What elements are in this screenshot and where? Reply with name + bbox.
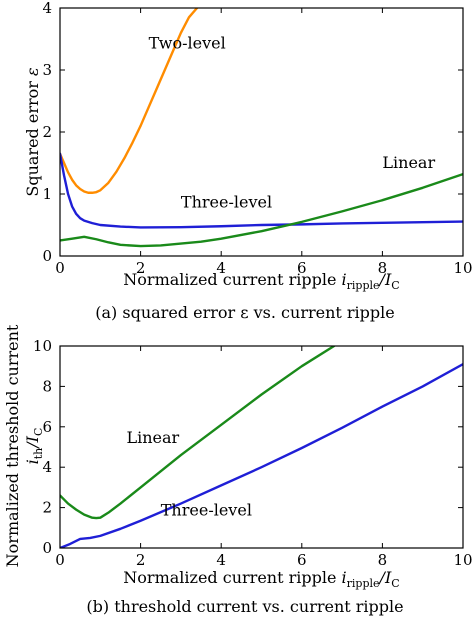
panel-b-series-three-level-line [60, 362, 463, 548]
panel-b-ylabel-line1: Normalized threshold current [3, 324, 22, 567]
panel-a-annotation-two-level: Two-level [149, 33, 226, 52]
panel-a-ytick-label: 1 [42, 185, 52, 203]
panel-b-ytick-label: 4 [42, 458, 52, 476]
panel-b-annotation-linear: Linear [126, 428, 179, 447]
panel-a-ytick-label: 2 [42, 123, 52, 141]
panel-b-marks [60, 346, 463, 548]
panel-a-xtick-label: 4 [216, 259, 226, 277]
panel-b-ytick-label: 8 [42, 377, 52, 395]
panel-a-frame [59, 7, 464, 257]
panel-a-series-three-level-line [60, 152, 463, 229]
panel-b-xtick-label: 4 [216, 551, 226, 569]
panel-b-annotations: Linear Three-level [126, 428, 251, 520]
panel-a-caption: (a) squared error ε vs. current ripple [95, 303, 394, 322]
panel-b-series-linear-line [60, 346, 336, 520]
panel-a-xtick-label: 0 [55, 259, 65, 277]
panel-b-ytick-label: 0 [42, 539, 52, 557]
panel-a-xlabel: Normalized current ripple iripple/IC [123, 270, 399, 292]
panel-a-xtick-label: 2 [136, 259, 146, 277]
panel-b-xtick-label: 2 [136, 551, 146, 569]
panel-a-ytick-label: 3 [42, 61, 52, 79]
panel-a-marks [60, 8, 463, 248]
panel-a-xtick-label: 6 [297, 259, 307, 277]
panel-b-ytick-label: 6 [42, 418, 52, 436]
panel-a-ytick-label: 4 [42, 0, 52, 17]
panel-b-xtick-label: 10 [453, 551, 472, 569]
panel-a-xtick-label: 10 [453, 259, 472, 277]
panel-a-annotation-three-level: Three-level [181, 193, 272, 212]
panel-b-xtick-label: 8 [378, 551, 388, 569]
panel-a-annotation-linear: Linear [382, 153, 435, 172]
panel-a-xtick-label: 8 [378, 259, 388, 277]
panel-b: 0 2 4 6 8 10 0 2 4 6 8 10 Linear Three-level Normali… [3, 324, 473, 616]
panel-a-series-two-level-line [60, 8, 199, 194]
panel-b-ylabel-line2: ith/IC [23, 428, 45, 465]
panel-b-caption: (b) threshold current vs. current ripple [86, 597, 403, 616]
panel-b-ytick-label: 2 [42, 499, 52, 517]
panel-b-xlabel: Normalized current ripple iripple/IC [123, 568, 399, 590]
panel-b-xtick-label: 0 [55, 551, 65, 569]
panel-a-series-linear-line [60, 172, 463, 248]
panel-b-xtick-label: 6 [297, 551, 307, 569]
panel-b-annotation-three-level: Three-level [161, 501, 252, 520]
panel-a-ytick-label: 0 [42, 247, 52, 265]
panel-b-ytick-label: 10 [33, 337, 52, 355]
panel-a-ticks: 0 2 4 6 8 10 0 1 2 3 4 [42, 0, 472, 277]
panel-b-ticks: 0 2 4 6 8 10 0 2 4 6 8 10 [33, 337, 473, 569]
panel-a-ylabel: Squared error ε [23, 67, 42, 196]
panel-b-frame [59, 345, 464, 549]
panel-a-annotations: Two-level Linear Three-level [149, 33, 436, 211]
